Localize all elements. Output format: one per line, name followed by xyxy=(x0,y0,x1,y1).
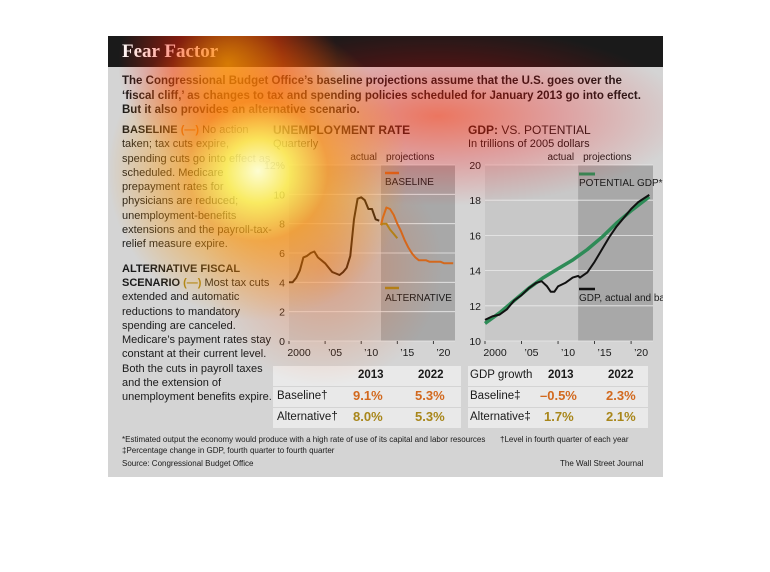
row-label: Alternative† xyxy=(277,411,338,423)
credit-line: The Wall Street Journal xyxy=(560,459,644,468)
y-tick-label: 14 xyxy=(469,266,481,278)
table-row: Baseline† 9.1% 5.3% xyxy=(273,387,461,407)
x-tick-label: ’20 xyxy=(634,347,648,359)
x-tick-label: 2000 xyxy=(483,347,507,359)
table-header: 2022 xyxy=(418,369,444,381)
row-label: Alternative‡ xyxy=(470,411,531,423)
table-row: Alternative‡ 1.7% 2.1% xyxy=(468,408,648,428)
footnote-3: ‡Percentage change in GDP, fourth quarte… xyxy=(122,446,335,455)
infographic-panel: Fear Factor The Congressional Budget Off… xyxy=(108,36,663,477)
x-tick-label: ’10 xyxy=(561,347,575,359)
footnote-1: *Estimated output the economy would prod… xyxy=(122,435,486,444)
table-value: 1.7% xyxy=(544,409,574,424)
gdp-legend-label: GDP, actual and baseline forecast xyxy=(579,293,663,304)
table-header-row: GDP growth 2013 2022 xyxy=(468,366,648,386)
y-tick-label: 12 xyxy=(469,301,481,313)
table-value: 2.3% xyxy=(606,388,636,403)
unemployment-table: 2013 2022 Baseline† 9.1% 5.3% Alternativ… xyxy=(273,366,461,428)
y-tick-label: 18 xyxy=(469,195,481,207)
source-note: Source: Congressional Budget Office xyxy=(122,459,254,468)
actual-label: actual xyxy=(547,152,574,163)
table-header: 2022 xyxy=(608,369,634,381)
potential-legend-label: POTENTIAL GDP* xyxy=(579,178,663,189)
table-value: 5.3% xyxy=(415,409,445,424)
table-header: 2013 xyxy=(548,369,574,381)
table-value: –0.5% xyxy=(540,388,577,403)
table-value: 8.0% xyxy=(353,409,383,424)
y-tick-label: 10 xyxy=(469,336,481,348)
table-header: 2013 xyxy=(358,369,384,381)
gdp-table: GDP growth 2013 2022 Baseline‡ –0.5% 2.3… xyxy=(468,366,648,428)
projections-label: projections xyxy=(583,152,631,163)
table-value: 5.3% xyxy=(415,388,445,403)
row-label: Baseline† xyxy=(277,390,328,402)
table-header: GDP growth xyxy=(470,369,533,381)
table-value: 2.1% xyxy=(606,409,636,424)
x-tick-label: ’05 xyxy=(525,347,539,359)
projection-shade xyxy=(578,165,653,341)
table-header-row: 2013 2022 xyxy=(273,366,461,386)
y-tick-label: 16 xyxy=(469,230,481,242)
footnote-2: †Level in fourth quarter of each year xyxy=(500,435,629,444)
row-label: Baseline‡ xyxy=(470,390,521,402)
table-row: Baseline‡ –0.5% 2.3% xyxy=(468,387,648,407)
table-row: Alternative† 8.0% 5.3% xyxy=(273,408,461,428)
x-tick-label: ’15 xyxy=(598,347,612,359)
table-value: 9.1% xyxy=(353,388,383,403)
y-tick-label: 20 xyxy=(469,160,481,172)
